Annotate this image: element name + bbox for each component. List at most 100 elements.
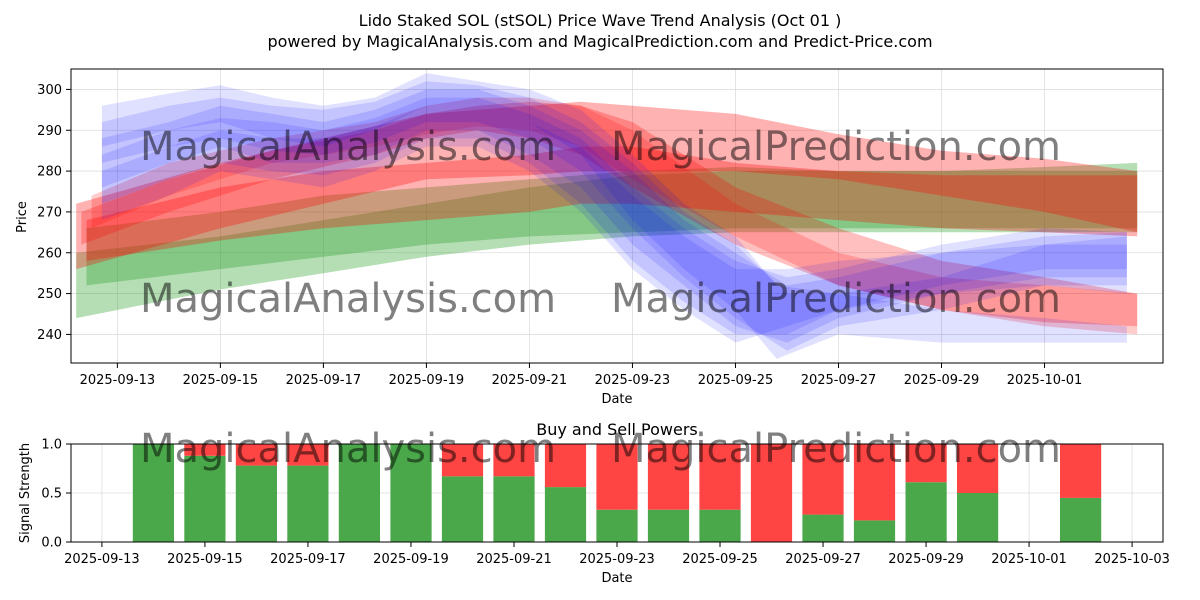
signal-y-ticks: 0.0 0.5 1.0: [41, 438, 71, 551]
sell-bar-2025-09-23: [596, 444, 638, 510]
watermark-analysis-signal: MagicalAnalysis.com: [140, 426, 556, 472]
price-y-tick-label: 280: [37, 165, 62, 180]
sell-bar-2025-09-15: [184, 444, 226, 456]
signal-y-tick-label: 1.0: [41, 438, 62, 453]
price-grid: [71, 69, 1163, 363]
sell-bar-2025-09-25: [699, 444, 741, 510]
buy-bar-2025-09-30: [957, 493, 999, 542]
price-x-tick-label: 2025-09-25: [698, 373, 774, 388]
sell-bar-2025-09-20: [441, 444, 484, 477]
buy-bar-2025-09-27: [802, 514, 844, 542]
sell-bar-2025-09-26: [750, 444, 793, 542]
price-band-blue-9: [101, 89, 1127, 343]
signal-y-axis-label: Signal Strength: [18, 443, 33, 543]
sell-bar-2025-09-21: [493, 444, 535, 477]
price-band-red-4: [86, 146, 1138, 261]
signal-x-tick-label: 2025-09-29: [888, 552, 964, 567]
price-x-tick-label: 2025-09-15: [183, 373, 259, 388]
price-band-blue-7: [101, 73, 1127, 359]
signal-chart-title: Buy and Sell Powers: [536, 420, 698, 439]
buy-bar-2025-09-29: [905, 482, 947, 542]
price-band-red-6: [91, 97, 1138, 335]
price-band-green-1: [76, 162, 1138, 319]
price-x-tick-label: 2025-09-13: [80, 373, 156, 388]
price-x-tick-label: 2025-09-23: [595, 373, 671, 388]
buy-bar-2025-09-17: [287, 465, 329, 542]
buy-bar-2025-09-24: [647, 509, 690, 542]
price-x-tick-label: 2025-09-17: [286, 373, 362, 388]
sell-bar-2025-09-16: [235, 444, 277, 466]
chart-title: Lido Staked SOL (stSOL) Price Wave Trend…: [359, 11, 842, 30]
price-band-green-2: [86, 167, 1138, 286]
price-watermarks: MagicalAnalysis.com MagicalPrediction.co…: [140, 124, 1061, 322]
price-x-axis-label: Date: [601, 392, 632, 407]
buy-bar-2025-09-16: [235, 465, 277, 542]
sell-bar-2025-09-27: [802, 444, 844, 515]
signal-strength-plot: Buy and Sell Powers MagicalAnalysis.com …: [18, 420, 1170, 586]
sell-bar-2025-09-29: [905, 444, 947, 483]
price-bands: [76, 73, 1138, 359]
signal-x-axis-label: Date: [601, 571, 632, 586]
sell-bar-2025-09-24: [647, 444, 690, 510]
signal-x-tick-label: 2025-09-23: [579, 552, 655, 567]
price-band-blue-8: [101, 81, 1127, 351]
price-band-red-3: [76, 101, 1138, 270]
watermark-prediction-bottom: MagicalPrediction.com: [611, 276, 1061, 322]
price-band-blue-11: [101, 105, 1127, 343]
price-y-ticks: 240 250 260 270 280 290 300: [37, 83, 71, 343]
sell-bar-2025-09-22: [544, 444, 587, 488]
price-y-tick-label: 300: [37, 83, 62, 98]
sell-bar-2025-09-30: [957, 444, 999, 493]
watermark-analysis-bottom: MagicalAnalysis.com: [140, 276, 556, 322]
signal-watermarks: MagicalAnalysis.com MagicalPrediction.co…: [140, 426, 1061, 472]
price-y-tick-label: 250: [37, 287, 62, 302]
signal-x-tick-label: 2025-09-21: [476, 552, 552, 567]
signal-x-tick-label: 2025-09-15: [167, 552, 243, 567]
buy-bar-2025-09-22: [544, 487, 587, 542]
buy-bar-2025-09-23: [596, 509, 638, 542]
signal-x-tick-label: 2025-09-27: [785, 552, 861, 567]
chart-subtitle: powered by MagicalAnalysis.com and Magic…: [267, 32, 932, 51]
watermark-analysis-top: MagicalAnalysis.com: [140, 124, 556, 170]
price-x-tick-label: 2025-09-21: [492, 373, 568, 388]
price-wave-plot: MagicalAnalysis.com MagicalPrediction.co…: [15, 68, 1164, 407]
buy-bar-2025-09-28: [853, 520, 896, 542]
signal-x-ticks: 2025-09-13 2025-09-15 2025-09-17 2025-09-19…: [64, 542, 1170, 567]
signal-y-tick-label: 0.5: [41, 487, 62, 502]
signal-x-tick-label: 2025-09-19: [373, 552, 449, 567]
price-y-tick-label: 270: [37, 205, 62, 220]
price-x-ticks: 2025-09-13 2025-09-15 2025-09-17 2025-09-19…: [80, 363, 1083, 388]
buy-bar-2025-09-18: [338, 444, 380, 542]
price-band-blue-10: [101, 97, 1127, 335]
buy-bar-2025-09-25: [699, 509, 741, 542]
sell-bar-2025-10-02: [1060, 444, 1102, 498]
signal-x-tick-label: 2025-09-13: [64, 552, 140, 567]
price-x-tick-label: 2025-09-29: [904, 373, 980, 388]
price-y-tick-label: 290: [37, 124, 62, 139]
buy-bar-2025-09-15: [184, 455, 226, 542]
price-x-tick-label: 2025-09-27: [801, 373, 877, 388]
price-x-tick-label: 2025-10-01: [1007, 373, 1083, 388]
buy-bar-2025-09-20: [441, 476, 484, 542]
sell-bar-2025-09-17: [287, 444, 329, 466]
watermark-prediction-top: MagicalPrediction.com: [611, 124, 1061, 170]
signal-y-tick-label: 0.0: [41, 536, 62, 551]
price-x-tick-label: 2025-09-19: [389, 373, 465, 388]
price-plot-frame: [70, 68, 1164, 364]
price-band-red-5: [81, 101, 1138, 327]
price-y-tick-label: 260: [37, 246, 62, 261]
watermark-prediction-signal: MagicalPrediction.com: [611, 426, 1061, 472]
signal-x-tick-label: 2025-10-01: [991, 552, 1067, 567]
signal-bars: [132, 444, 1102, 542]
signal-x-tick-label: 2025-09-25: [682, 552, 758, 567]
buy-bar-2025-09-19: [390, 444, 432, 542]
sell-bar-2025-09-28: [853, 444, 896, 521]
price-y-axis-label: Price: [15, 201, 30, 233]
price-y-tick-label: 240: [37, 328, 62, 343]
signal-x-tick-label: 2025-09-17: [270, 552, 346, 567]
buy-bar-2025-10-02: [1060, 497, 1102, 542]
signal-x-tick-label: 2025-10-03: [1094, 552, 1170, 567]
buy-bar-2025-09-21: [493, 476, 535, 542]
buy-bar-2025-09-14: [132, 444, 174, 542]
